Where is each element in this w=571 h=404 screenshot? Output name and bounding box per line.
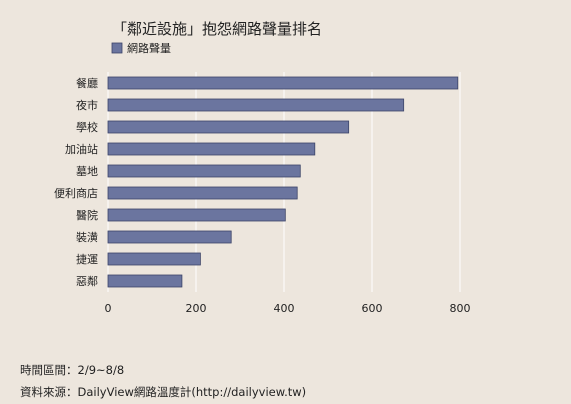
category-label-6: 醫院 — [76, 208, 98, 222]
category-label-0: 餐廳 — [76, 76, 98, 90]
bar-1 — [107, 98, 405, 112]
category-label-3: 加油站 — [65, 142, 98, 156]
category-label-5: 便利商店 — [54, 186, 98, 200]
x-tick-label-4: 800 — [450, 302, 471, 315]
x-tick-label-1: 200 — [186, 302, 207, 315]
bar-6 — [107, 208, 286, 222]
bar-2 — [107, 120, 350, 134]
category-label-4: 墓地 — [76, 165, 98, 178]
time-range: 時間區間：2/9~8/8 — [20, 363, 125, 377]
x-axis-ticks: 0 200 400 600 800 — [105, 302, 471, 315]
bar-3 — [107, 142, 316, 156]
bar-5 — [107, 186, 298, 200]
bar-7 — [107, 230, 232, 244]
bar-0 — [107, 76, 459, 90]
bar-9 — [107, 274, 183, 288]
x-tick-label-3: 600 — [362, 302, 383, 315]
category-label-2: 學校 — [76, 120, 98, 134]
legend-label: 網路聲量 — [127, 41, 171, 55]
bar-8 — [107, 252, 201, 266]
bar-4 — [107, 164, 301, 178]
category-label-1: 夜市 — [76, 98, 98, 112]
category-label-9: 惡鄰 — [76, 274, 98, 288]
bar-layer — [107, 76, 459, 288]
legend-swatch — [111, 42, 123, 54]
chart-title: 「鄰近設施」抱怨網路聲量排名 — [112, 20, 322, 38]
category-label-7: 裝潢 — [76, 231, 98, 244]
x-tick-label-2: 400 — [274, 302, 295, 315]
category-label-8: 捷運 — [76, 252, 98, 266]
data-source: 資料來源：DailyView網路溫度計(http://dailyview.tw) — [20, 385, 307, 399]
x-tick-label-0: 0 — [105, 302, 112, 315]
